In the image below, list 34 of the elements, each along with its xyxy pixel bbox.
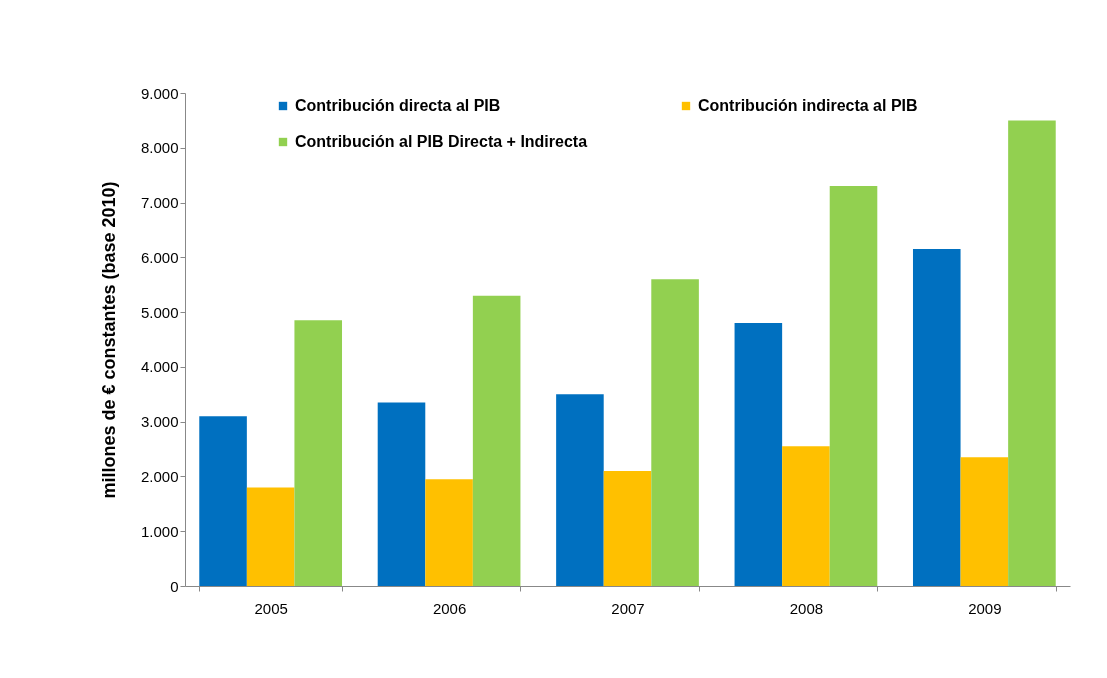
bar bbox=[294, 320, 343, 586]
bar bbox=[377, 402, 426, 586]
bar bbox=[472, 295, 521, 586]
y-tick-label: 4.000 bbox=[140, 358, 179, 376]
y-tick-label: 2.000 bbox=[140, 467, 179, 485]
x-tick-label: 2009 bbox=[968, 599, 1002, 617]
bar bbox=[829, 186, 878, 586]
bar bbox=[1008, 120, 1056, 586]
x-tick-label: 2006 bbox=[432, 599, 467, 617]
bar bbox=[651, 279, 699, 586]
y-tick-label: 0 bbox=[170, 577, 179, 595]
x-tick-label: 2007 bbox=[611, 599, 645, 617]
bar bbox=[425, 479, 473, 586]
bar bbox=[246, 487, 295, 586]
y-tick-label: 9.000 bbox=[140, 84, 179, 102]
y-tick-label: 5.000 bbox=[140, 303, 179, 321]
x-tick-label: 2008 bbox=[789, 599, 824, 617]
x-tick-label: 2005 bbox=[254, 599, 288, 617]
legend-label: Contribución al PIB Directa + Indirecta bbox=[295, 133, 588, 150]
y-tick-label: 3.000 bbox=[140, 413, 179, 431]
y-tick-label: 1.000 bbox=[140, 522, 179, 540]
bar bbox=[603, 470, 652, 586]
legend-label: Contribución indirecta al PIB bbox=[698, 97, 918, 114]
bar bbox=[199, 416, 247, 586]
bar bbox=[734, 323, 783, 586]
y-tick-label: 6.000 bbox=[140, 248, 179, 266]
bar bbox=[960, 457, 1009, 586]
bar bbox=[556, 394, 604, 586]
bar bbox=[782, 446, 830, 586]
legend-label: Contribución directa al PIB bbox=[295, 97, 501, 114]
bar bbox=[912, 249, 961, 586]
y-axis-title: millones de € constantes (base 2010) bbox=[98, 181, 119, 499]
y-tick-label: 8.000 bbox=[140, 139, 179, 157]
y-tick-label: 7.000 bbox=[140, 194, 179, 212]
